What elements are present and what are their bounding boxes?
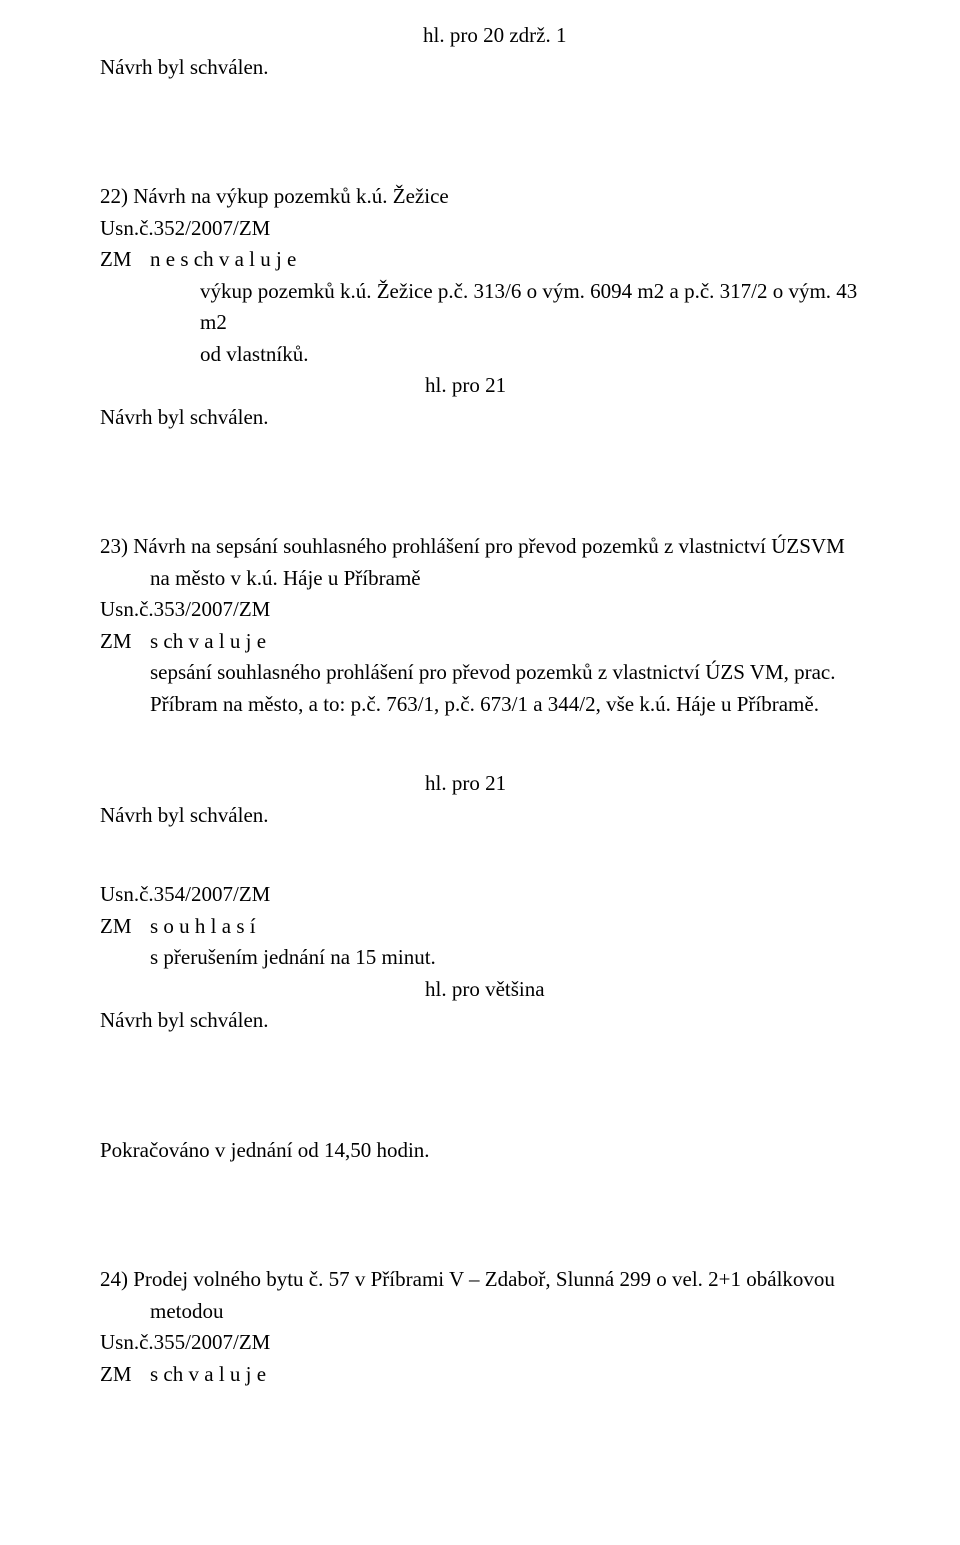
vote-result-line: hl. pro 20 zdrž. 1 bbox=[100, 20, 860, 52]
resolution-body-line: od vlastníků. bbox=[100, 339, 860, 371]
resolution-body-line: s přerušením jednání na 15 minut. bbox=[100, 942, 860, 974]
resume-line: Pokračováno v jednání od 14,50 hodin. bbox=[100, 1135, 860, 1167]
vote-result-line: hl. pro většina bbox=[100, 974, 860, 1006]
agenda-item-heading: 22) Návrh na výkup pozemků k.ú. Žežice bbox=[100, 181, 860, 213]
prefix-zm: ZM bbox=[100, 1359, 150, 1391]
vote-result-line: hl. pro 21 bbox=[100, 370, 860, 402]
resolution-action: s ch v a l u j e bbox=[150, 626, 266, 658]
approval-line: Návrh byl schválen. bbox=[100, 800, 860, 832]
resolution-number: Usn.č.355/2007/ZM bbox=[100, 1327, 860, 1359]
vote-result-line: hl. pro 21 bbox=[100, 768, 860, 800]
agenda-item-heading-cont: metodou bbox=[100, 1296, 860, 1328]
prefix-zm: ZM bbox=[100, 911, 150, 943]
approval-line: Návrh byl schválen. bbox=[100, 402, 860, 434]
prefix-zm: ZM bbox=[100, 244, 150, 276]
agenda-item-heading: 23) Návrh na sepsání souhlasného prohláš… bbox=[100, 531, 860, 563]
resolution-number: Usn.č.354/2007/ZM bbox=[100, 879, 860, 911]
resolution-body-line: výkup pozemků k.ú. Žežice p.č. 313/6 o v… bbox=[100, 276, 860, 339]
resolution-number: Usn.č.352/2007/ZM bbox=[100, 213, 860, 245]
resolution-body-line: Příbram na město, a to: p.č. 763/1, p.č.… bbox=[100, 689, 860, 721]
approval-line: Návrh byl schválen. bbox=[100, 52, 860, 84]
resolution-action: s o u h l a s í bbox=[150, 911, 256, 943]
resolution-body-line: sepsání souhlasného prohlášení pro převo… bbox=[100, 657, 860, 689]
agenda-item-heading: 24) Prodej volného bytu č. 57 v Příbrami… bbox=[100, 1264, 860, 1296]
resolution-number: Usn.č.353/2007/ZM bbox=[100, 594, 860, 626]
agenda-item-heading-cont: na město v k.ú. Háje u Příbramě bbox=[100, 563, 860, 595]
resolution-action: n e s ch v a l u j e bbox=[150, 244, 296, 276]
resolution-action: s ch v a l u j e bbox=[150, 1359, 266, 1391]
prefix-zm: ZM bbox=[100, 626, 150, 658]
approval-line: Návrh byl schválen. bbox=[100, 1005, 860, 1037]
